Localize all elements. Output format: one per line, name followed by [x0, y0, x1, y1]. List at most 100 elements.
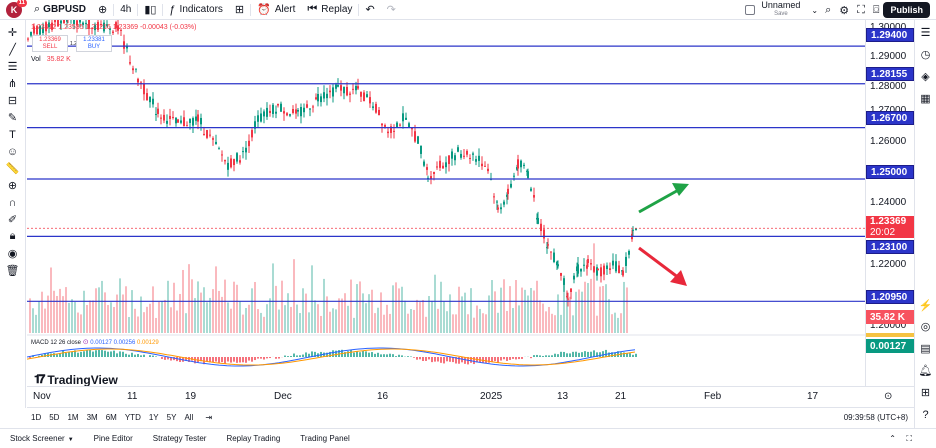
candle-body — [457, 147, 459, 152]
fullscreen-button[interactable]: ⛶ — [853, 0, 869, 20]
volume-bar — [464, 292, 466, 333]
candle-body — [295, 109, 297, 114]
volume-bar — [383, 314, 385, 333]
level-label-1.26700[interactable]: 1.26700 — [866, 111, 914, 125]
volume-bar — [53, 290, 55, 333]
redo-button[interactable]: ↷ — [381, 0, 402, 20]
range-ytd[interactable]: YTD — [124, 413, 141, 422]
macd-histogram-bar — [68, 352, 70, 357]
user-avatar[interactable]: K 11 — [6, 0, 27, 18]
top-toolbar: K 11 ⌕ GBPUSD ⊕ 4h ▮▯ ƒ Indicators ⊞ ⏰ A… — [0, 0, 936, 20]
chat-icon[interactable]: ⚡ — [918, 299, 933, 312]
compare-button[interactable]: ⊕ — [92, 0, 113, 20]
range-all[interactable]: All — [184, 413, 194, 422]
horizontal-lines-icon[interactable]: ☰ — [7, 61, 18, 73]
panel-menu-button[interactable]: ⛶ — [906, 433, 912, 443]
zoom-icon[interactable]: ⊕ — [7, 180, 18, 192]
templates-button[interactable]: ⊞ — [229, 0, 250, 20]
watchlist-icon[interactable]: ☰ — [920, 26, 931, 39]
range-6m[interactable]: 6M — [105, 413, 117, 422]
range-5y[interactable]: 5Y — [166, 413, 177, 422]
bell-icon[interactable]: 🔔︎ — [918, 365, 933, 378]
tab-trading-panel[interactable]: Trading Panel — [290, 434, 360, 443]
ruler-icon[interactable]: 📏 — [5, 163, 20, 175]
magnet-icon[interactable]: ∩ — [8, 196, 17, 209]
level-label-1.23100[interactable]: 1.23100 — [866, 240, 914, 254]
range-3m[interactable]: 3M — [86, 413, 98, 422]
level-label-1.25000[interactable]: 1.25000 — [866, 165, 914, 179]
eye-icon[interactable]: ◉ — [7, 248, 18, 260]
macd-histogram-bar — [59, 353, 61, 357]
indicators-button[interactable]: ƒ Indicators — [163, 0, 228, 20]
help-icon[interactable]: ? — [922, 408, 929, 421]
price-chart[interactable] — [27, 20, 865, 386]
layout-checkbox[interactable] — [745, 5, 756, 15]
candle-body — [230, 158, 232, 168]
tab-replay-trading[interactable]: Replay Trading — [216, 434, 290, 443]
chart-type-button[interactable]: ▮▯ — [138, 0, 162, 20]
level-label-1.28155[interactable]: 1.28155 — [866, 67, 914, 81]
quick-search-button[interactable]: ⌕ — [821, 0, 835, 20]
current-price-label[interactable]: 1.23369 20:02 — [866, 216, 914, 238]
target-icon[interactable]: ◎ — [920, 321, 931, 334]
candle-body — [537, 217, 539, 224]
trend-line-icon[interactable]: ╱ — [9, 44, 16, 56]
candle-body — [580, 268, 582, 272]
interval-button[interactable]: 4h — [114, 0, 137, 20]
range-1y[interactable]: 1Y — [148, 413, 159, 422]
alert-button[interactable]: ⏰ Alert — [251, 0, 301, 20]
trash-icon[interactable]: 🗑︎ — [5, 265, 20, 277]
tab-stock-screener[interactable]: Stock Screener ▼ — [0, 434, 84, 443]
sell-button[interactable]: 1.23369 SELL — [32, 35, 68, 52]
macd-axis-label: 0.00127 — [866, 339, 914, 353]
price-axis[interactable]: 1.30000 1.29000 1.28000 1.27000 1.26000 … — [865, 20, 914, 386]
range-1d[interactable]: 1D — [31, 413, 42, 422]
candle-body — [224, 160, 226, 162]
grid-icon[interactable]: ⊞ — [920, 387, 931, 400]
candle-body — [563, 278, 565, 285]
snapshot-button[interactable]: ⌼ — [869, 0, 884, 20]
chart-canvas[interactable] — [27, 20, 865, 386]
level-label-1.29400[interactable]: 1.29400 — [866, 28, 914, 42]
layers-icon[interactable]: ◈ — [921, 70, 930, 83]
tab-strategy-tester[interactable]: Strategy Tester — [143, 434, 217, 443]
volume-bar — [533, 290, 535, 333]
undo-button[interactable]: ↶ — [359, 0, 380, 20]
maximize-panel-button[interactable]: ⌃ — [889, 434, 896, 443]
tab-pine-editor[interactable]: Pine Editor — [84, 434, 143, 443]
pencil-lock-icon[interactable]: ✐ — [7, 214, 18, 226]
level-label-1.20950[interactable]: 1.20950 — [866, 290, 914, 304]
publish-button[interactable]: Publish — [883, 2, 930, 18]
calendar-icon[interactable]: ▤ — [920, 343, 931, 356]
symbol-search[interactable]: ⌕ GBPUSD — [28, 0, 92, 20]
settings-button[interactable]: ⚙ — [835, 0, 853, 20]
crosshair-icon[interactable]: ✛ — [7, 27, 18, 39]
layout-menu-button[interactable]: ⌄ — [808, 0, 821, 20]
pitchfork-icon[interactable]: ⋔ — [7, 78, 18, 90]
range-1m[interactable]: 1M — [67, 413, 79, 422]
replay-button[interactable]: ⏮ Replay — [301, 0, 358, 20]
buy-button[interactable]: 1.23381 BUY — [76, 35, 112, 52]
volume-legend: Vol 35.82 K — [31, 56, 71, 63]
tradingview-logo[interactable]: 𝟏𝟕 TradingView — [34, 372, 118, 387]
fib-icon[interactable]: ⊟ — [7, 95, 18, 107]
text-icon[interactable]: T — [9, 128, 16, 141]
goto-date-button[interactable]: ⇥ — [205, 413, 213, 422]
candle-body — [632, 229, 634, 231]
macd-histogram-bar — [74, 350, 76, 357]
layout-name[interactable]: Unnamed Save — [761, 1, 800, 19]
timezone-clock[interactable]: 09:39:58 (UTC+8) — [843, 413, 908, 422]
time-axis[interactable]: Nov 11 19 Dec 16 2025 13 21 Feb 17 ⊙ — [27, 386, 914, 406]
volume-bar — [146, 306, 148, 333]
lock-icon[interactable]: 🔒︎ — [9, 230, 16, 242]
eye-icon[interactable]: ⊙ — [82, 339, 89, 346]
goto-date-icon[interactable]: ⊙ — [884, 391, 893, 402]
candle-body — [393, 130, 395, 132]
volume-bar — [299, 313, 301, 333]
range-5d[interactable]: 5D — [49, 413, 60, 422]
candle-body — [430, 176, 432, 179]
screener-icon[interactable]: ▦ — [920, 92, 931, 105]
emoji-icon[interactable]: ☺ — [6, 145, 19, 158]
brush-icon[interactable]: ✎ — [7, 112, 18, 124]
alerts-clock-icon[interactable]: ◷ — [920, 48, 931, 61]
